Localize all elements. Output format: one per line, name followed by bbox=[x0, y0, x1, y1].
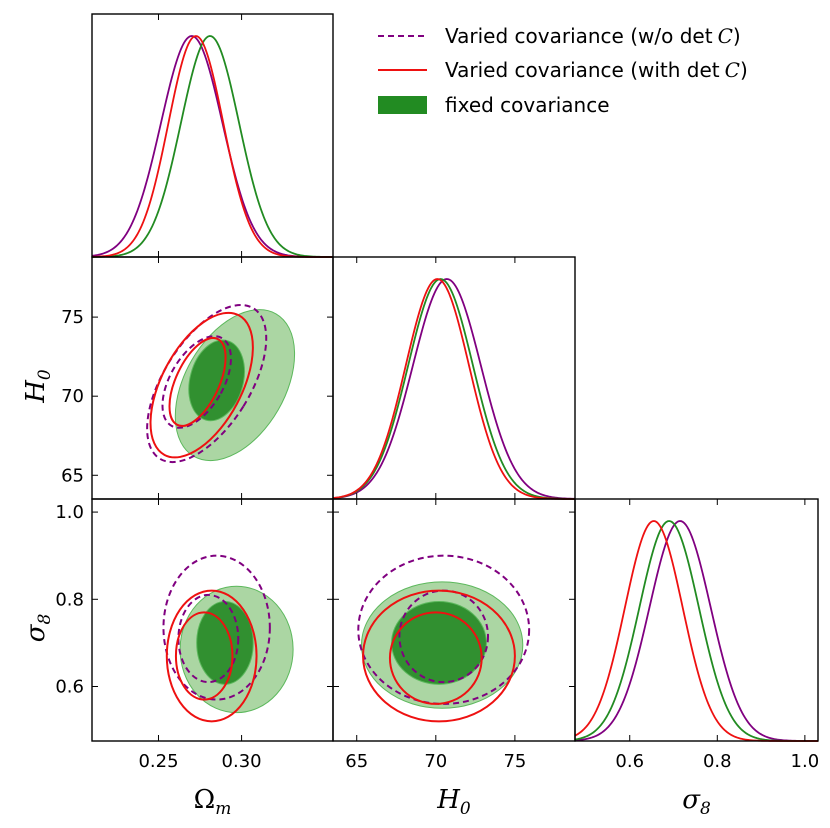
panel-frame-r2-c2 bbox=[574, 498, 819, 742]
marginal-curve-omega_m-fixed bbox=[91, 35, 334, 258]
panel-frame-r1-c1 bbox=[332, 256, 576, 500]
contour-omega_m-h0-varied-det-95 bbox=[149, 311, 254, 459]
ytick-label-h0: 65 bbox=[61, 465, 84, 486]
legend-label-varied-nodet: Varied covariance (w/o det C) bbox=[445, 24, 741, 48]
xtick-label-omega_m: 0.30 bbox=[222, 751, 262, 772]
contour-omega_m-sigma8-varied-nodet-95 bbox=[162, 554, 271, 701]
marginal-curve-h0-varied-det bbox=[332, 278, 575, 500]
marginal-curve-sigma8-varied-nodet bbox=[574, 520, 818, 742]
xtick-label-h0: 75 bbox=[503, 751, 526, 772]
xtick-label-omega_m: 0.25 bbox=[138, 751, 178, 772]
marginal-curve-h0-fixed bbox=[332, 278, 576, 500]
contour-omega_m-sigma8-varied-det-95 bbox=[165, 589, 258, 723]
ytick-label-h0: 75 bbox=[61, 307, 84, 328]
contour-omega_m-sigma8-fixed-68 bbox=[196, 600, 254, 685]
contours-layer bbox=[146, 304, 531, 723]
contour-omega_m-h0-varied-det-68 bbox=[168, 336, 227, 427]
contour-h0-sigma8-varied-det-68 bbox=[388, 611, 483, 705]
xtick-label-sigma8: 0.6 bbox=[615, 751, 644, 772]
panel-frame-r0-c0 bbox=[91, 13, 334, 258]
axis-label-h0: H0 bbox=[436, 785, 471, 819]
ytick-label-sigma8: 0.8 bbox=[55, 589, 84, 610]
ytick-label-sigma8: 0.6 bbox=[55, 676, 84, 697]
legend-swatch-fixed bbox=[378, 96, 427, 114]
ytick-label-sigma8: 1.0 bbox=[55, 502, 84, 523]
legend-label-varied-det: Varied covariance (with det C) bbox=[445, 58, 748, 82]
legend: Varied covariance (w/o det C) Varied cova… bbox=[378, 24, 748, 117]
contour-omega_m-h0-varied-nodet-68 bbox=[161, 335, 232, 429]
axis-label-sigma8: σ8 bbox=[21, 614, 55, 643]
marginal-curve-omega_m-varied-det bbox=[91, 35, 333, 258]
axis-label-omega_m: Ωm bbox=[194, 785, 232, 819]
marginal-curve-h0-varied-nodet bbox=[332, 278, 576, 500]
ticks-layer bbox=[92, 14, 806, 741]
marginal-curve-omega_m-varied-nodet bbox=[91, 35, 333, 258]
contour-omega_m-sigma8-varied-det-68 bbox=[174, 611, 234, 701]
axis-label-sigma8: σ8 bbox=[682, 785, 711, 819]
marginal-curve-sigma8-fixed bbox=[574, 520, 818, 742]
xtick-label-sigma8: 0.8 bbox=[703, 751, 732, 772]
xtick-label-h0: 65 bbox=[345, 751, 368, 772]
xtick-label-sigma8: 1.0 bbox=[791, 751, 820, 772]
contour-omega_m-sigma8-varied-nodet-68 bbox=[177, 593, 240, 684]
contour-h0-sigma8-varied-det-95 bbox=[362, 589, 516, 723]
xtick-label-h0: 70 bbox=[424, 751, 447, 772]
ytick-label-h0: 70 bbox=[61, 386, 84, 407]
panel-frames-layer bbox=[91, 13, 819, 742]
axis-labels-layer: 0.25 0.30 65 70 75 0.6 0.8 1.0 65 70 75 0.6 0.8 1.0 Ωm… bbox=[21, 307, 819, 819]
legend-label-fixed: fixed covariance bbox=[445, 93, 610, 117]
axis-label-h0: H0 bbox=[21, 369, 55, 404]
